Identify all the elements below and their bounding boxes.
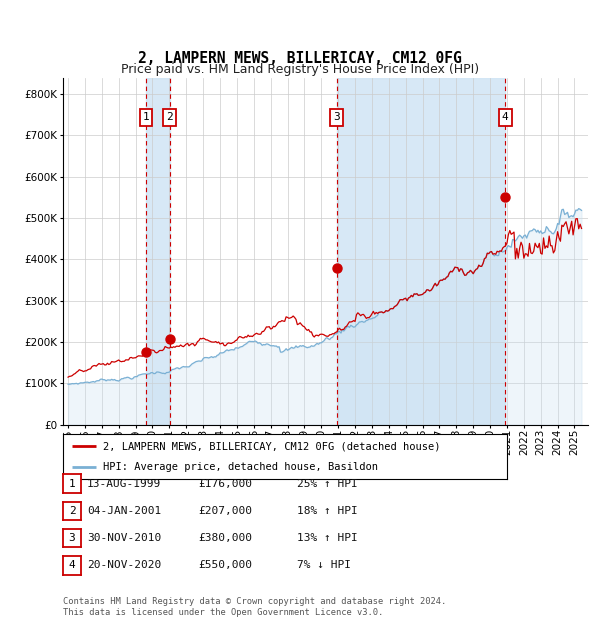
Bar: [146, 78, 170, 425]
Text: Contains HM Land Registry data © Crown copyright and database right 2024.
This d: Contains HM Land Registry data © Crown c…: [63, 598, 446, 617]
Text: 3: 3: [334, 112, 340, 122]
Text: 04-JAN-2001: 04-JAN-2001: [87, 506, 161, 516]
Text: 20-NOV-2020: 20-NOV-2020: [87, 560, 161, 570]
Text: 2, LAMPERN MEWS, BILLERICAY, CM12 0FG (detached house): 2, LAMPERN MEWS, BILLERICAY, CM12 0FG (d…: [103, 441, 440, 451]
Text: 30-NOV-2010: 30-NOV-2010: [87, 533, 161, 543]
Text: 18% ↑ HPI: 18% ↑ HPI: [297, 506, 358, 516]
Text: £176,000: £176,000: [198, 479, 252, 489]
Text: 7% ↓ HPI: 7% ↓ HPI: [297, 560, 351, 570]
Text: 4: 4: [502, 112, 509, 122]
Text: 1: 1: [68, 479, 76, 489]
Text: 13% ↑ HPI: 13% ↑ HPI: [297, 533, 358, 543]
Text: 4: 4: [68, 560, 76, 570]
Bar: [337, 78, 505, 425]
Text: HPI: Average price, detached house, Basildon: HPI: Average price, detached house, Basi…: [103, 461, 378, 472]
Text: 3: 3: [68, 533, 76, 543]
Text: £380,000: £380,000: [198, 533, 252, 543]
Text: £550,000: £550,000: [198, 560, 252, 570]
Text: £207,000: £207,000: [198, 506, 252, 516]
Text: 1: 1: [143, 112, 149, 122]
Text: Price paid vs. HM Land Registry's House Price Index (HPI): Price paid vs. HM Land Registry's House …: [121, 63, 479, 76]
Text: 2: 2: [68, 506, 76, 516]
Text: 13-AUG-1999: 13-AUG-1999: [87, 479, 161, 489]
Text: 25% ↑ HPI: 25% ↑ HPI: [297, 479, 358, 489]
Text: 2, LAMPERN MEWS, BILLERICAY, CM12 0FG: 2, LAMPERN MEWS, BILLERICAY, CM12 0FG: [138, 51, 462, 66]
Text: 2: 2: [166, 112, 173, 122]
